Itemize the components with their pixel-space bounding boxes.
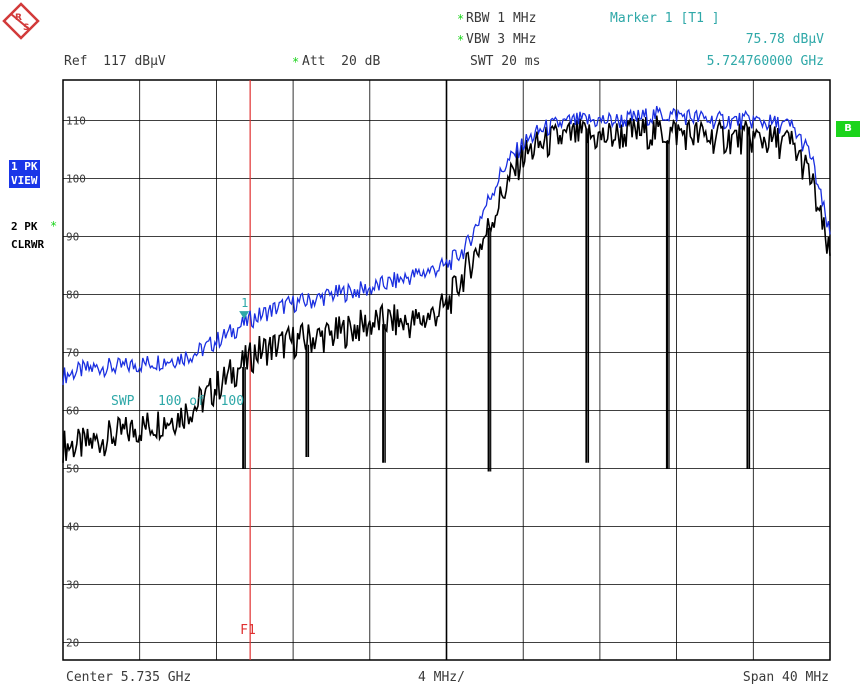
- attenuation-label: Att 20 dB: [302, 54, 381, 69]
- y-tick-label: 110: [66, 115, 86, 128]
- y-tick-label: 90: [66, 231, 79, 244]
- y-tick-label: 20: [66, 637, 79, 650]
- rbw-label: RBW 1 MHz: [466, 11, 537, 26]
- trace2-star: *: [50, 219, 58, 233]
- marker-1-triangle: [239, 311, 250, 320]
- trace-2-clrwr: [62, 115, 831, 463]
- y-tick-label: 40: [66, 521, 79, 534]
- y-tick-label: 60: [66, 405, 79, 418]
- vbw-star: *: [457, 33, 465, 47]
- trace2-mode[interactable]: 2 PK: [11, 220, 38, 233]
- f1-label: F1: [240, 623, 256, 638]
- trace-2-dips: [242, 126, 751, 472]
- span-label: Span 40 MHz: [742, 670, 829, 685]
- marker-1-number: 1: [241, 296, 248, 310]
- y-tick-label: 50: [66, 463, 79, 476]
- sweep-time-label: SWT 20 ms: [470, 54, 541, 69]
- att-star: *: [292, 55, 300, 69]
- y-tick-label: 80: [66, 289, 79, 302]
- ref-level-label: Ref 117 dBµV: [64, 54, 166, 69]
- y-tick-label: 30: [66, 579, 79, 592]
- b-badge: B: [836, 121, 860, 137]
- trace-1-view: [62, 105, 831, 386]
- trace1-detector[interactable]: VIEW: [9, 174, 40, 188]
- grid: [62, 79, 831, 661]
- trace1-mode[interactable]: 1 PK: [9, 160, 40, 174]
- trace2-detector[interactable]: CLRWR: [11, 238, 45, 251]
- frequency-per-div: 4 MHz/: [418, 670, 465, 685]
- center-frequency: Center 5.735 GHz: [66, 670, 192, 685]
- rs-logo: R S: [2, 2, 40, 40]
- marker-level: 75.78 dBµV: [745, 32, 824, 47]
- sweep-count: SWP 100 of 100: [111, 394, 244, 409]
- vbw-label: VBW 3 MHz: [466, 32, 537, 47]
- y-tick-label: 100: [66, 173, 86, 186]
- svg-text:R: R: [15, 13, 22, 23]
- rbw-star: *: [457, 12, 465, 26]
- marker-title: Marker 1 [T1 ]: [610, 11, 720, 26]
- y-tick-labels: 20 30 40 50 60 70 80 90 100 110: [66, 115, 86, 650]
- svg-text:S: S: [23, 23, 29, 33]
- y-tick-label: 70: [66, 347, 79, 360]
- marker-frequency: 5.724760000 GHz: [706, 54, 824, 69]
